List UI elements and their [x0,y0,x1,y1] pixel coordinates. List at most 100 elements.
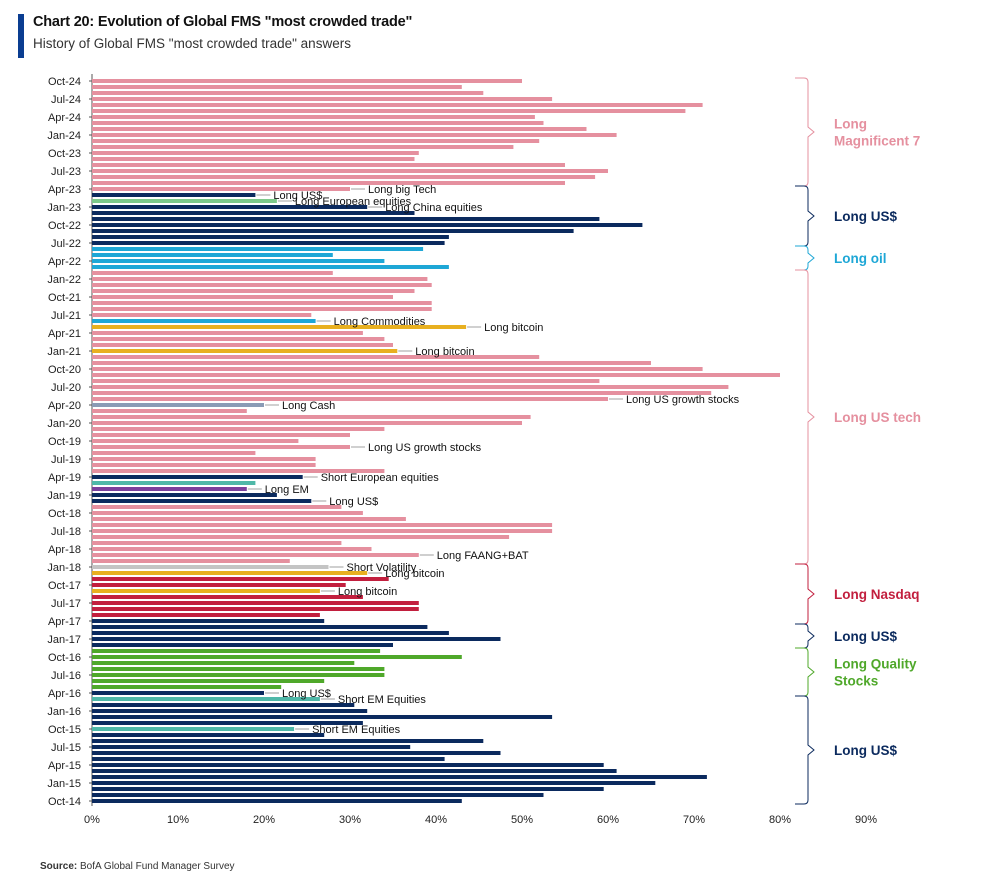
bar [92,385,729,389]
y-tick-label: Oct-20 [48,364,81,376]
y-tick-label: Jul-15 [51,742,81,754]
y-tick-label: Jul-19 [51,454,81,466]
bar [92,601,419,605]
bar [92,721,363,725]
y-tick-label: Jan-15 [47,778,81,790]
group-bracket [795,185,815,247]
bar [92,145,514,149]
group-bracket [795,563,815,625]
bar [92,235,449,239]
bar [92,757,445,761]
bar [92,577,389,581]
bar [92,643,393,647]
bar [92,619,325,623]
bar [92,697,320,701]
bar [92,187,350,191]
annotation-label: Long bitcoin [415,346,474,358]
bar [92,523,553,527]
bar [92,637,501,641]
annotation-label: Long big Tech [368,184,436,196]
y-tick-label: Jul-16 [51,670,81,682]
bar [92,487,247,491]
x-tick-label: 0% [84,814,100,826]
bar [92,553,419,557]
bar [92,397,608,401]
bar [92,133,617,137]
group-label: Long US tech [834,410,921,425]
annotation-label: Long bitcoin [484,322,543,334]
group-label: Magnificent 7 [834,134,920,149]
y-tick-label: Jan-20 [47,418,81,430]
y-tick-label: Jan-23 [47,202,81,214]
y-tick-label: Oct-22 [48,220,81,232]
y-tick-label: Oct-21 [48,292,81,304]
bar [92,361,651,365]
bar [92,373,780,377]
bar [92,223,643,227]
y-tick-label: Jan-18 [47,562,81,574]
annotation-label: Long Commodities [334,316,426,328]
bar [92,151,419,155]
bar [92,655,462,659]
bar [92,649,381,653]
annotation-label: Short EM Equities [312,724,401,736]
y-tick-label: Jan-22 [47,274,81,286]
y-tick-label: Jul-22 [51,238,81,250]
y-tick-label: Jan-19 [47,490,81,502]
x-tick-label: 90% [855,814,877,826]
annotation-label: Short Volatility [347,562,417,574]
bar [92,787,604,791]
y-tick-label: Oct-15 [48,724,81,736]
annotation-label: Long US growth stocks [368,442,482,454]
title-accent-bar [18,14,24,58]
bar [92,481,256,485]
bar [92,103,703,107]
bar [92,559,290,563]
x-tick-label: 50% [511,814,533,826]
y-tick-label: Jul-20 [51,382,81,394]
y-tick-label: Oct-24 [48,76,81,88]
y-tick-label: Apr-24 [48,112,81,124]
bar [92,451,256,455]
x-tick-label: 10% [167,814,189,826]
bar [92,607,419,611]
y-tick-label: Apr-18 [48,544,81,556]
bar [92,571,368,575]
source-note: Source: BofA Global Fund Manager Survey [40,861,235,872]
group-label: Long Nasdaq [834,587,920,602]
bar [92,679,325,683]
group-bracket [795,77,815,187]
bar [92,547,372,551]
bar [92,565,329,569]
y-tick-label: Oct-23 [48,148,81,160]
source-text: BofA Global Fund Manager Survey [80,861,235,872]
bar [92,91,484,95]
group-bracket [795,647,815,697]
bar [92,673,385,677]
group-label: Long US$ [834,629,897,644]
bar [92,733,325,737]
x-tick-label: 70% [683,814,705,826]
bar [92,325,467,329]
bar [92,343,393,347]
group-label: Long [834,117,867,132]
bar [92,709,368,713]
y-tick-label: Jul-21 [51,310,81,322]
bar [92,457,316,461]
bar [92,625,428,629]
y-tick-label: Jul-24 [51,94,81,106]
bar [92,127,587,131]
bar [92,163,565,167]
bar [92,205,368,209]
bar [92,517,406,521]
group-bracket [795,623,815,649]
bar [92,439,299,443]
annotation-label: Short European equities [321,472,440,484]
y-tick-label: Apr-19 [48,472,81,484]
bar [92,169,608,173]
bar [92,331,363,335]
bar [92,307,432,311]
bar [92,193,256,197]
bar [92,157,415,161]
bar [92,727,295,731]
